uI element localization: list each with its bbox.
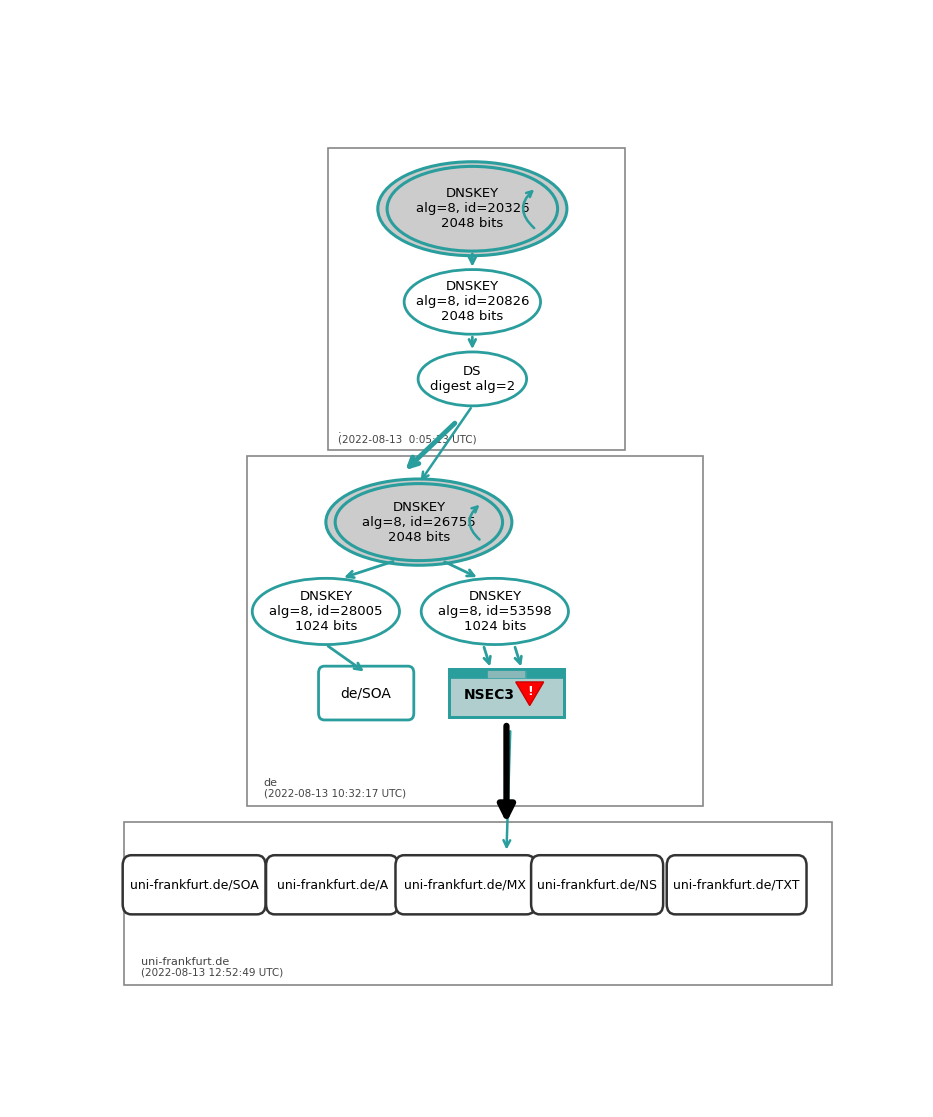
Text: DNSKEY
alg=8, id=20826
2048 bits: DNSKEY alg=8, id=20826 2048 bits [415, 280, 529, 324]
FancyBboxPatch shape [525, 669, 563, 678]
Text: DNSKEY
alg=8, id=53598
1024 bits: DNSKEY alg=8, id=53598 1024 bits [438, 590, 551, 633]
Ellipse shape [418, 352, 526, 405]
Text: .: . [338, 424, 341, 435]
Text: (2022-08-13  0:05:13 UTC): (2022-08-13 0:05:13 UTC) [338, 435, 476, 445]
FancyBboxPatch shape [122, 856, 266, 915]
FancyBboxPatch shape [667, 856, 806, 915]
Text: uni-frankfurt.de/A: uni-frankfurt.de/A [276, 878, 387, 891]
Text: uni-frankfurt.de/TXT: uni-frankfurt.de/TXT [674, 878, 800, 891]
FancyBboxPatch shape [396, 856, 536, 915]
Text: uni-frankfurt.de/MX: uni-frankfurt.de/MX [404, 878, 526, 891]
Text: DNSKEY
alg=8, id=28005
1024 bits: DNSKEY alg=8, id=28005 1024 bits [269, 590, 383, 633]
Text: (2022-08-13 12:52:49 UTC): (2022-08-13 12:52:49 UTC) [142, 967, 284, 977]
Text: (2022-08-13 10:32:17 UTC): (2022-08-13 10:32:17 UTC) [264, 789, 406, 799]
Text: DNSKEY
alg=8, id=26755
2048 bits: DNSKEY alg=8, id=26755 2048 bits [362, 500, 476, 544]
Ellipse shape [378, 162, 567, 256]
Text: de/SOA: de/SOA [341, 686, 392, 700]
Ellipse shape [404, 269, 540, 334]
Text: uni-frankfurt.de/NS: uni-frankfurt.de/NS [537, 878, 657, 891]
FancyBboxPatch shape [318, 666, 414, 720]
Ellipse shape [387, 166, 558, 251]
FancyBboxPatch shape [487, 669, 524, 678]
Text: de: de [264, 779, 278, 789]
FancyBboxPatch shape [266, 856, 398, 915]
Text: NSEC3: NSEC3 [464, 688, 515, 701]
FancyBboxPatch shape [449, 669, 486, 678]
Ellipse shape [421, 579, 568, 645]
Text: uni-frankfurt.de: uni-frankfurt.de [142, 957, 230, 967]
Ellipse shape [252, 579, 399, 645]
Polygon shape [516, 682, 544, 706]
FancyBboxPatch shape [531, 856, 663, 915]
FancyBboxPatch shape [449, 669, 564, 717]
Text: uni-frankfurt.de/SOA: uni-frankfurt.de/SOA [130, 878, 258, 891]
Ellipse shape [335, 484, 503, 561]
Text: DS
digest alg=2: DS digest alg=2 [430, 365, 515, 393]
Text: !: ! [527, 685, 533, 698]
Ellipse shape [326, 479, 512, 565]
Text: DNSKEY
alg=8, id=20326
2048 bits: DNSKEY alg=8, id=20326 2048 bits [415, 188, 529, 230]
